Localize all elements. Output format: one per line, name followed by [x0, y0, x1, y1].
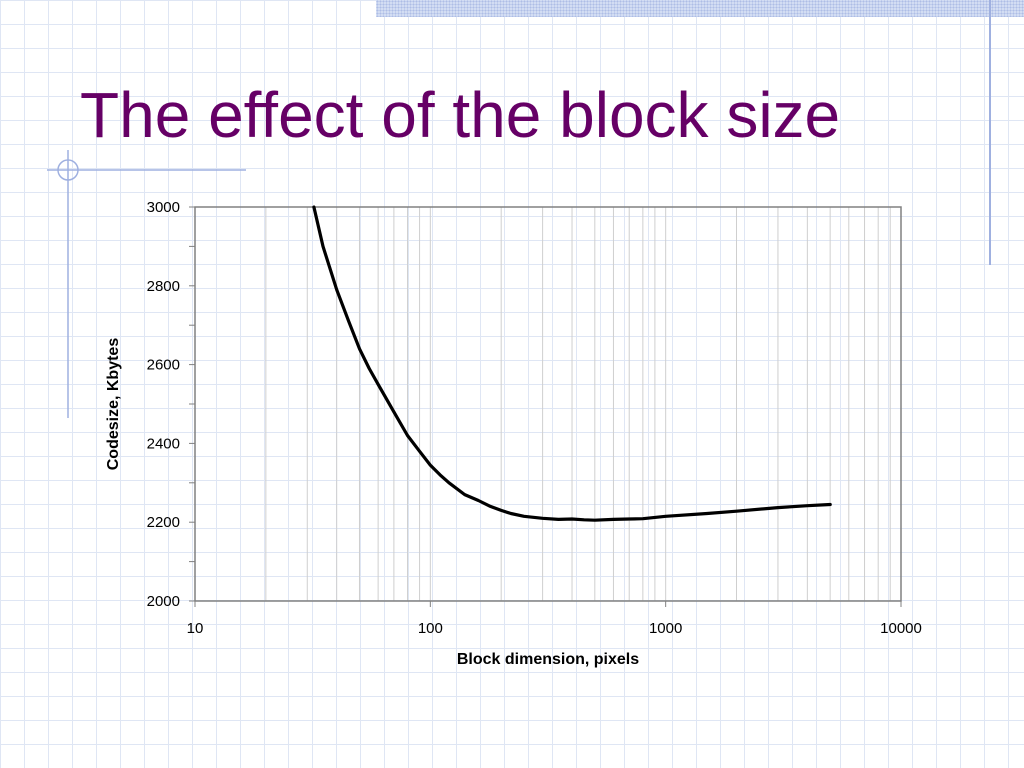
x-tick-label: 10000 — [880, 620, 922, 637]
x-axis-labels: 10 100 1000 10000 — [187, 620, 922, 637]
crosshair-decoration — [47, 150, 246, 418]
x-tick-label: 10 — [187, 620, 204, 637]
y-tick-label: 2000 — [147, 593, 180, 610]
y-axis-labels: 2000 2200 2400 2600 2800 3000 — [147, 199, 180, 610]
right-decor-rule — [989, 0, 991, 265]
y-axis-title: Codesize, Kbytes — [105, 338, 122, 471]
axis-ticks — [189, 206, 902, 607]
y-tick-label: 3000 — [147, 199, 180, 216]
plot-area — [194, 206, 902, 602]
y-tick-label: 2200 — [147, 514, 180, 531]
y-tick-label: 2400 — [147, 435, 180, 452]
slide-title: The effect of the block size — [80, 79, 841, 151]
grid-lines — [265, 207, 891, 601]
series-line-codesize — [312, 205, 832, 522]
x-axis-title: Block dimension, pixels — [457, 651, 639, 668]
top-decor-band — [376, 0, 1024, 17]
x-tick-label: 100 — [418, 620, 443, 637]
y-tick-label: 2600 — [147, 357, 180, 374]
x-tick-label: 1000 — [649, 620, 682, 637]
y-tick-label: 2800 — [147, 278, 180, 295]
